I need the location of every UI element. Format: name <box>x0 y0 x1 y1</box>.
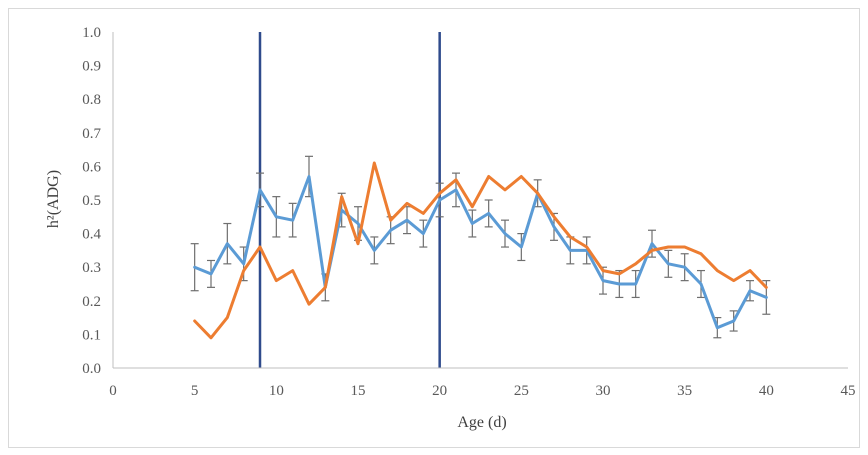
axes <box>112 32 848 369</box>
y-tick-label: 0.5 <box>82 193 101 209</box>
x-tick-label: 25 <box>514 383 529 399</box>
chart-area <box>8 8 860 448</box>
y-tick-label: 1.0 <box>82 25 101 41</box>
y-tick-label: 0.0 <box>82 361 101 377</box>
series-line-1 <box>193 175 768 330</box>
x-tick-label: 45 <box>841 383 856 399</box>
y-tick-label: 0.4 <box>82 227 101 243</box>
x-tick-label: 35 <box>677 383 692 399</box>
x-tick-labels: 0 5 10 15 20 25 30 35 40 45 <box>109 383 855 399</box>
x-tick-label: 15 <box>351 383 366 399</box>
y-tick-label: 0.2 <box>82 294 101 310</box>
y-tick-label: 0.6 <box>82 159 101 175</box>
y-tick-label: 0.1 <box>82 327 101 343</box>
y-tick-label: 0.3 <box>82 260 101 276</box>
y-tick-labels: 0.0 0.1 0.2 0.3 0.4 0.5 0.6 0.7 0.8 0.9 1.0 <box>82 25 101 377</box>
x-tick-label: 0 <box>109 383 117 399</box>
x-tick-label: 30 <box>596 383 611 399</box>
x-tick-label: 20 <box>432 383 447 399</box>
y-tick-label: 0.7 <box>82 126 101 142</box>
series-line-2 <box>193 161 768 340</box>
y-axis-title: h²(ADG) <box>45 170 62 228</box>
x-tick-label: 40 <box>759 383 774 399</box>
x-axis-title: Age (d) <box>457 414 506 431</box>
y-tick-label: 0.8 <box>82 92 101 108</box>
x-tick-label: 5 <box>191 383 199 399</box>
series-lines <box>193 161 768 340</box>
x-tick-label: 10 <box>269 383 284 399</box>
y-tick-label: 0.9 <box>82 59 101 75</box>
vertical-reference-lines <box>258 32 441 368</box>
